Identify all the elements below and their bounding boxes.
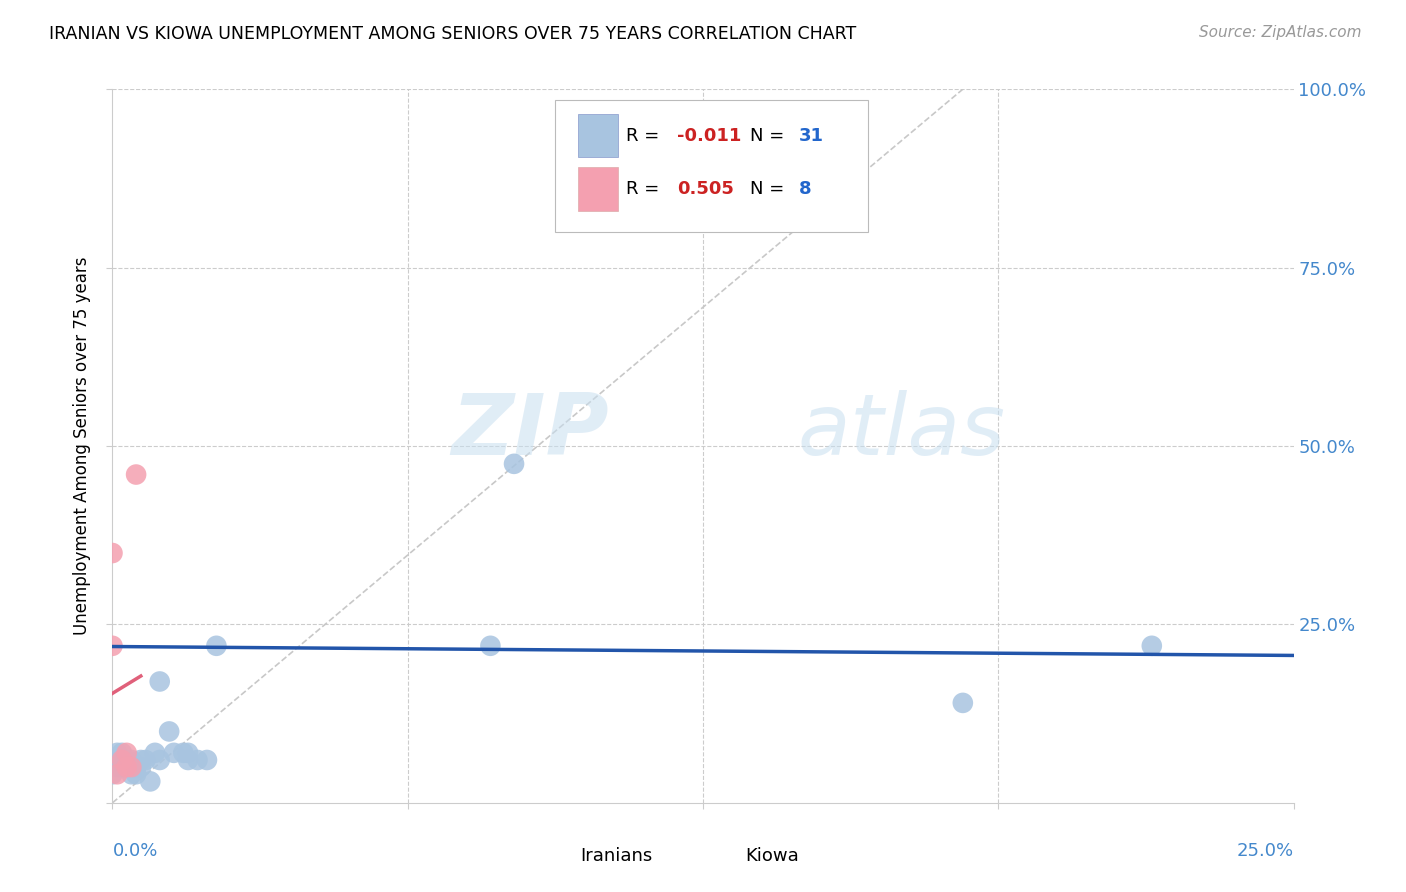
FancyBboxPatch shape (578, 114, 619, 157)
Point (120, 767, 142, 781)
Text: N =: N = (751, 127, 790, 145)
Text: 0.505: 0.505 (678, 180, 734, 198)
Point (115, 746, 138, 760)
FancyBboxPatch shape (578, 168, 619, 211)
Point (157, 724, 180, 739)
Point (125, 467, 148, 482)
Point (205, 639, 228, 653)
Point (172, 746, 194, 760)
Point (101, 639, 124, 653)
Point (101, 546, 124, 560)
Point (115, 753, 138, 767)
Point (120, 760, 142, 774)
Point (143, 746, 166, 760)
Point (1140, 639, 1163, 653)
Text: N =: N = (751, 180, 790, 198)
Point (195, 753, 218, 767)
Text: Source: ZipAtlas.com: Source: ZipAtlas.com (1198, 25, 1361, 40)
Point (111, 746, 134, 760)
Point (163, 746, 186, 760)
Point (125, 760, 148, 774)
Point (503, 457, 526, 471)
Point (135, 753, 157, 767)
Point (115, 760, 138, 774)
Point (111, 753, 134, 767)
FancyBboxPatch shape (699, 840, 740, 876)
Point (120, 753, 142, 767)
Text: IRANIAN VS KIOWA UNEMPLOYMENT AMONG SENIORS OVER 75 YEARS CORRELATION CHART: IRANIAN VS KIOWA UNEMPLOYMENT AMONG SENI… (49, 25, 856, 43)
Text: ZIP: ZIP (451, 390, 609, 474)
Point (149, 753, 172, 767)
Y-axis label: Unemployment Among Seniors over 75 years: Unemployment Among Seniors over 75 years (73, 257, 91, 635)
Text: atlas: atlas (797, 390, 1005, 474)
FancyBboxPatch shape (534, 840, 574, 876)
Text: 0.0%: 0.0% (112, 842, 157, 860)
Point (125, 767, 148, 781)
Text: R =: R = (626, 180, 665, 198)
FancyBboxPatch shape (555, 100, 869, 232)
Point (186, 753, 208, 767)
Text: R =: R = (626, 127, 665, 145)
Point (952, 696, 974, 710)
Text: Iranians: Iranians (581, 847, 652, 865)
Point (111, 753, 134, 767)
Point (177, 753, 200, 767)
Text: Kiowa: Kiowa (745, 847, 799, 865)
Point (105, 746, 128, 760)
Text: 8: 8 (799, 180, 811, 198)
Text: 25.0%: 25.0% (1236, 842, 1294, 860)
Point (139, 774, 162, 789)
Point (111, 760, 134, 774)
Point (115, 760, 138, 774)
Point (129, 753, 152, 767)
Point (101, 767, 124, 781)
Point (105, 767, 128, 781)
Point (149, 674, 172, 689)
Point (177, 746, 200, 760)
Text: -0.011: -0.011 (678, 127, 741, 145)
Point (479, 639, 502, 653)
Point (105, 760, 128, 774)
Text: 31: 31 (799, 127, 824, 145)
Point (129, 760, 152, 774)
